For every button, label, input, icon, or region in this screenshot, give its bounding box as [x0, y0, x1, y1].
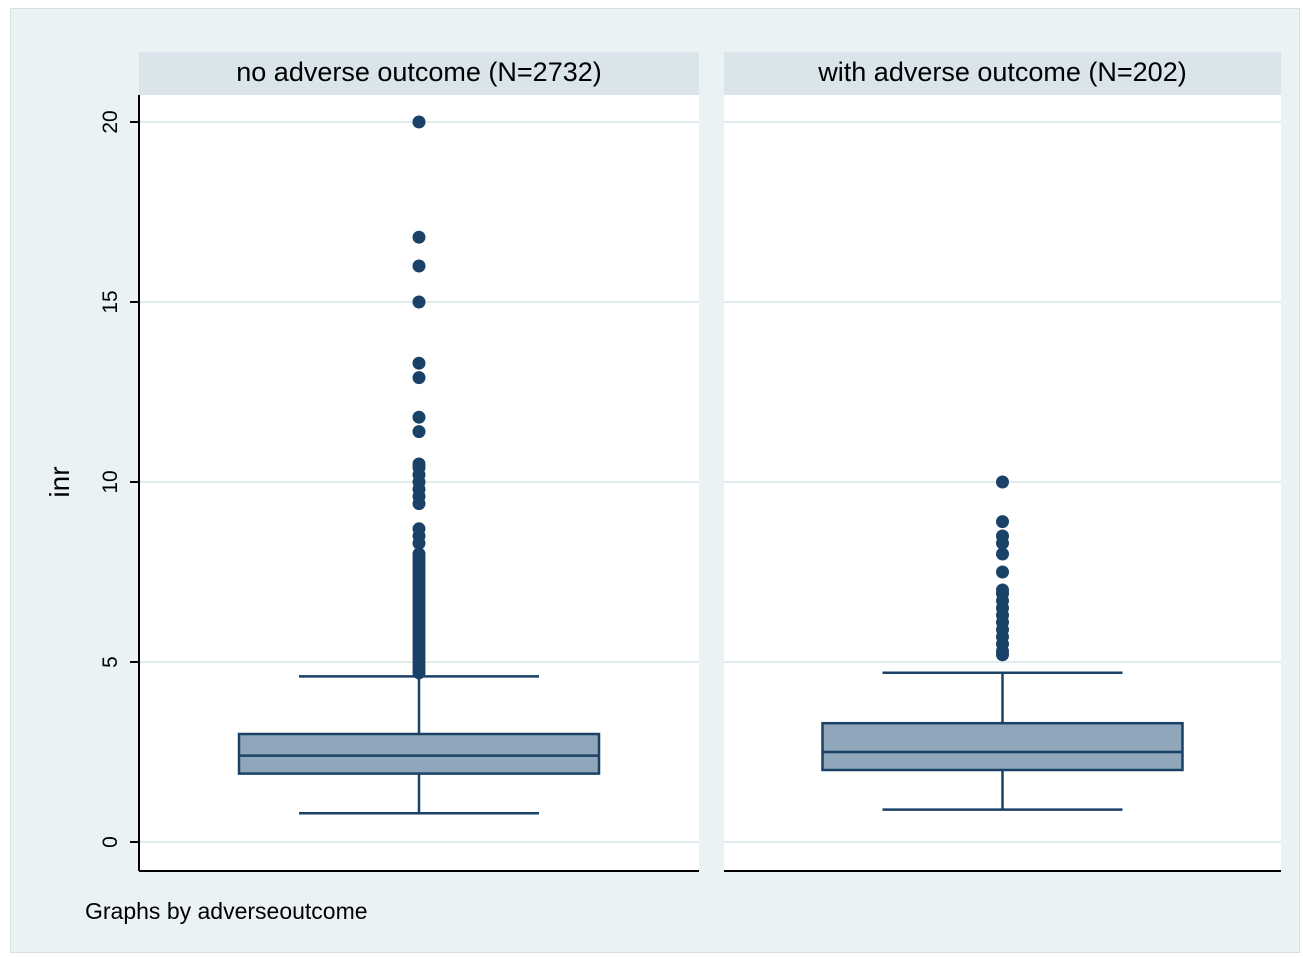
panel-title: with adverse outcome (N=202)	[817, 57, 1186, 87]
outlier-point	[412, 410, 426, 424]
panels-layer: no adverse outcome (N=2732) with adverse …	[139, 52, 1281, 872]
outlier-point	[412, 522, 426, 536]
outlier-point	[996, 475, 1009, 489]
outlier-point	[412, 259, 426, 273]
iqr-box	[821, 721, 1184, 772]
outlier-point	[412, 230, 426, 244]
outlier-point	[996, 565, 1009, 579]
chart-frame: no adverse outcome (N=2732) with adverse …	[10, 8, 1300, 953]
outlier-point	[412, 356, 426, 370]
iqr-box	[237, 732, 601, 775]
outlier-point	[412, 457, 426, 471]
panel-strip	[139, 52, 699, 95]
y-tick-label: 0	[99, 836, 122, 848]
outlier-point	[996, 583, 1009, 597]
outlier-point	[996, 547, 1009, 561]
y-axis: inr 0 5 10 15 20	[44, 95, 140, 871]
y-tick-label: 20	[99, 110, 122, 133]
y-tick-label: 10	[99, 470, 122, 493]
outlier-point	[412, 295, 426, 309]
panel-1: no adverse outcome (N=2732)	[139, 52, 699, 872]
outlier-point	[412, 371, 426, 385]
outlier-point	[412, 547, 426, 561]
y-tick-label: 5	[99, 656, 122, 668]
outlier-point	[412, 115, 426, 129]
outlier-point	[412, 425, 426, 439]
y-tick-label: 15	[99, 290, 122, 313]
panel-title: no adverse outcome (N=2732)	[236, 57, 601, 87]
box-plot-chart: no adverse outcome (N=2732) with adverse …	[44, 52, 1281, 924]
panel-2: with adverse outcome (N=202)	[724, 52, 1281, 872]
chart-note: Graphs by adverseoutcome	[85, 898, 368, 924]
outlier-point	[996, 515, 1009, 529]
panel-strip	[724, 52, 1281, 95]
y-axis-label: inr	[44, 466, 75, 497]
outlier-point	[996, 529, 1009, 543]
